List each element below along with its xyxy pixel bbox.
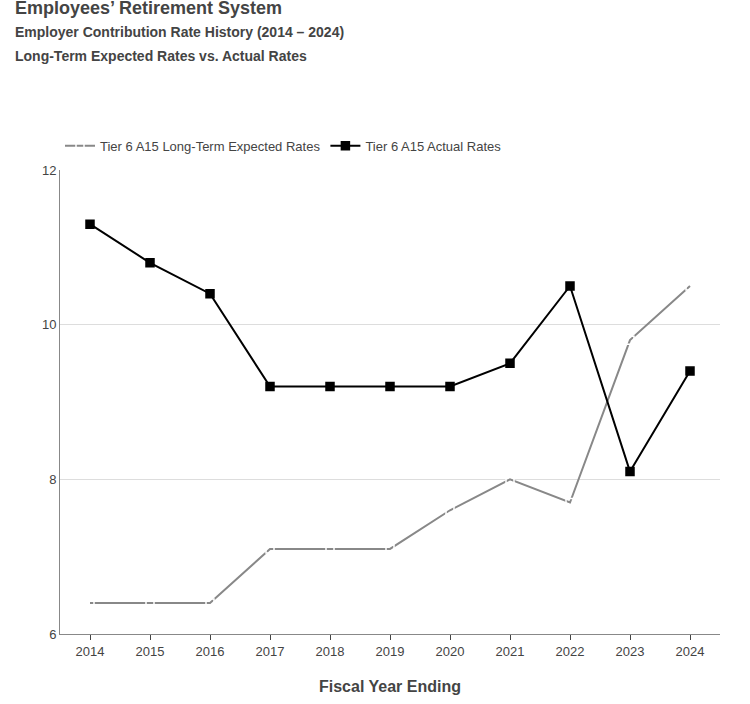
svg-text:2024: 2024 <box>676 644 705 659</box>
svg-text:2017: 2017 <box>256 644 285 659</box>
svg-text:2014: 2014 <box>76 644 105 659</box>
svg-text:Employees’ Retirement SystemEm: Employees’ Retirement SystemEmployer Con… <box>15 0 344 64</box>
svg-text:6: 6 <box>49 627 56 642</box>
svg-text:Tier 6 A15 Long-Term Expected: Tier 6 A15 Long-Term Expected Rates <box>100 139 320 154</box>
svg-text:8: 8 <box>49 472 56 487</box>
svg-text:2016: 2016 <box>196 644 225 659</box>
svg-text:Tier 6 A15 Actual Rates: Tier 6 A15 Actual Rates <box>365 139 501 154</box>
svg-text:2020: 2020 <box>436 644 465 659</box>
svg-text:2015: 2015 <box>136 644 165 659</box>
svg-text:Fiscal Year Ending: Fiscal Year Ending <box>319 678 461 695</box>
svg-text:12: 12 <box>42 163 56 178</box>
svg-text:10: 10 <box>42 317 56 332</box>
svg-text:2023: 2023 <box>616 644 645 659</box>
svg-text:2019: 2019 <box>376 644 405 659</box>
svg-text:2022: 2022 <box>556 644 585 659</box>
svg-text:2021: 2021 <box>496 644 525 659</box>
svg-text:2018: 2018 <box>316 644 345 659</box>
